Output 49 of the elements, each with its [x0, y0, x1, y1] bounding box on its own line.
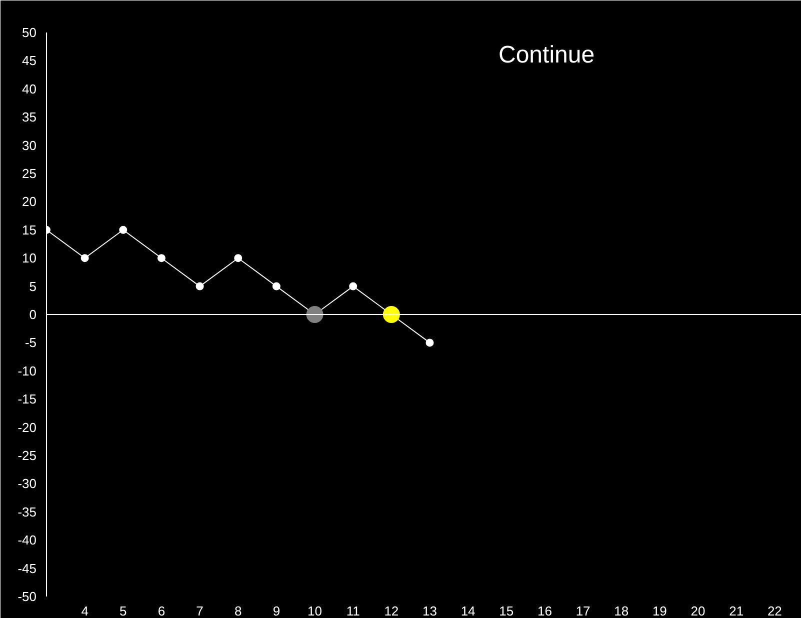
- x-tick-label: 17: [576, 604, 590, 618]
- y-tick-label: -35: [18, 504, 37, 520]
- x-tick-label: 4: [81, 604, 88, 618]
- x-tick-label: 6: [158, 604, 166, 618]
- y-tick-label: -30: [18, 476, 37, 492]
- y-tick-label: 50: [22, 25, 37, 40]
- y-tick-label: -20: [18, 420, 37, 435]
- x-tick-label: 21: [729, 604, 744, 618]
- point: [272, 282, 280, 290]
- y-tick-label: 25: [22, 166, 37, 181]
- y-tick-label: 0: [29, 307, 37, 322]
- point: [234, 254, 242, 262]
- x-tick-label: 8: [234, 604, 242, 618]
- y-tick-label: -45: [18, 560, 37, 576]
- y-tick-label: 15: [22, 222, 37, 238]
- y-tick-label: -5: [24, 335, 37, 350]
- x-tick-label: 22: [767, 604, 782, 618]
- x-tick-label: 14: [460, 604, 476, 618]
- x-tick-label: 9: [272, 604, 280, 618]
- y-tick-label: 30: [22, 138, 37, 153]
- x-tick-label: 12: [384, 604, 399, 618]
- y-tick-label: -25: [18, 448, 37, 463]
- x-tick-label: 11: [346, 604, 360, 618]
- y-tick-label: 40: [22, 81, 37, 96]
- x-tick-label: 10: [308, 604, 322, 618]
- y-tick-label: -40: [18, 532, 37, 548]
- point: [196, 282, 204, 290]
- x-tick-label: 7: [196, 604, 204, 618]
- x-tick-label: 19: [652, 604, 667, 618]
- x-tick-label: 16: [537, 604, 552, 618]
- x-tick-label: 20: [690, 604, 706, 618]
- point: [80, 254, 89, 262]
- y-tick-label: 35: [22, 110, 37, 125]
- y-tick-label: -10: [18, 363, 37, 378]
- point: [157, 254, 166, 262]
- y-tick-label: 20: [22, 194, 37, 210]
- y-tick-label: -15: [18, 392, 37, 407]
- y-tick-label: -50: [18, 589, 37, 604]
- x-tick-label: 13: [422, 604, 437, 618]
- point: [426, 338, 434, 347]
- x-tick-label: 15: [499, 604, 514, 618]
- point: [119, 226, 128, 234]
- y-tick-label: 5: [29, 278, 37, 294]
- y-tick-label: 10: [22, 250, 37, 266]
- annotation: Continue: [498, 42, 595, 68]
- x-tick-label: 5: [120, 604, 127, 618]
- point: [349, 282, 358, 290]
- x-tick-label: 18: [614, 604, 629, 618]
- y-tick-label: 45: [22, 53, 37, 68]
